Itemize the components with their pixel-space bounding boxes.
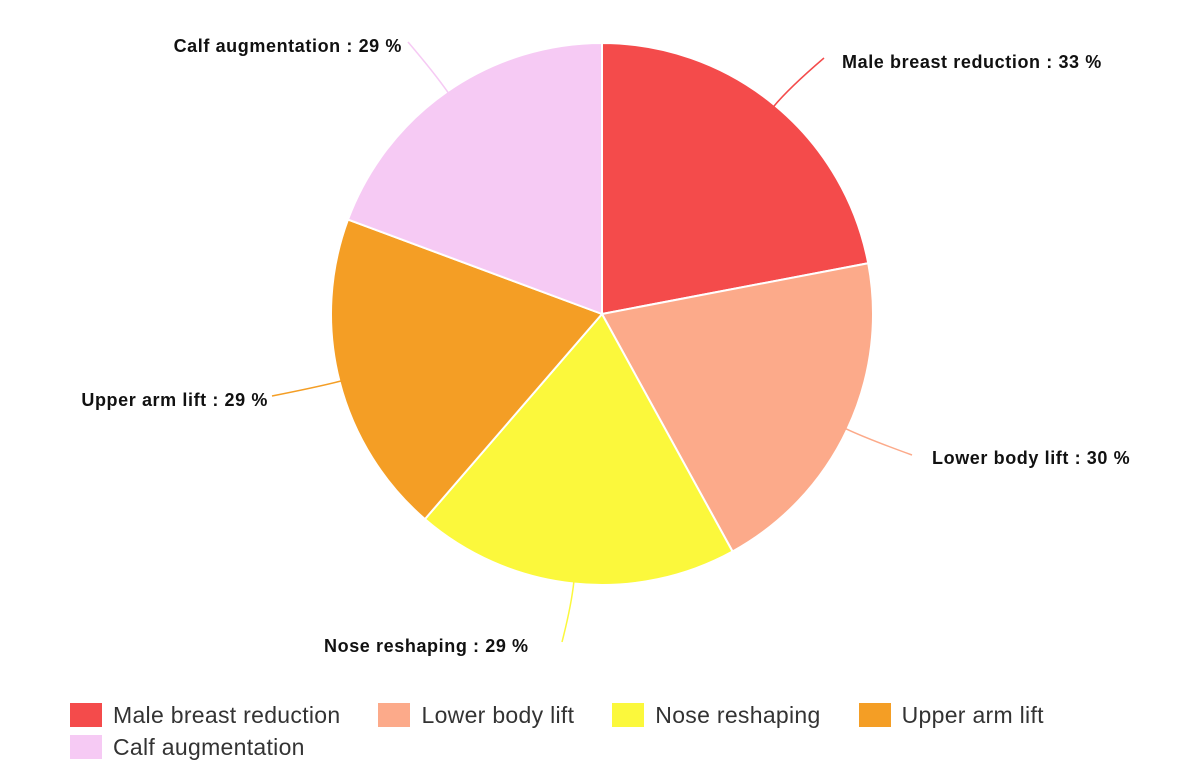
legend-swatch-male-breast-reduction (70, 703, 102, 727)
slice-label-nose-reshaping: Nose reshaping : 29 % (324, 636, 529, 656)
leader-lines (271, 41, 913, 643)
legend-label-calf-augmentation: Calf augmentation (113, 733, 305, 760)
slice-labels: Male breast reduction : 33 % Lower body l… (81, 36, 1130, 656)
slice-label-lower-body-lift: Lower body lift : 30 % (932, 448, 1130, 468)
leader-line-calf-augmentation (407, 41, 450, 94)
pie-chart: Male breast reduction : 33 % Lower body l… (81, 36, 1130, 656)
legend-item-upper-arm-lift[interactable]: Upper arm lift (858, 700, 1044, 730)
legend-item-lower-body-lift[interactable]: Lower body lift (378, 700, 574, 730)
legend-item-calf-augmentation[interactable]: Calf augmentation (70, 732, 305, 762)
legend-swatch-lower-body-lift (378, 703, 411, 727)
legend: Male breast reduction Lower body lift Nose… (70, 700, 1170, 764)
legend-swatch-calf-augmentation (70, 735, 102, 759)
leader-line-lower-body-lift (845, 427, 913, 456)
leader-line-upper-arm-lift (271, 380, 342, 397)
legend-label-male-breast-reduction: Male breast reduction (113, 701, 341, 728)
leader-line-nose-reshaping (561, 581, 575, 643)
legend-item-male-breast-reduction[interactable]: Male breast reduction (70, 700, 340, 730)
legend-label-nose-reshaping: Nose reshaping (655, 701, 821, 728)
slice-label-male-breast-reduction: Male breast reduction : 33 % (842, 52, 1102, 72)
slice-label-upper-arm-lift: Upper arm lift : 29 % (81, 390, 268, 410)
legend-label-lower-body-lift: Lower body lift (421, 701, 575, 728)
legend-item-nose-reshaping[interactable]: Nose reshaping (612, 700, 820, 730)
slice-label-calf-augmentation: Calf augmentation : 29 % (174, 36, 402, 56)
legend-swatch-upper-arm-lift (858, 703, 891, 727)
pie-slices (330, 41, 874, 586)
legend-label-upper-arm-lift: Upper arm lift (901, 701, 1044, 728)
leader-line-male-breast-reduction (772, 57, 825, 108)
legend-swatch-nose-reshaping (612, 703, 645, 727)
